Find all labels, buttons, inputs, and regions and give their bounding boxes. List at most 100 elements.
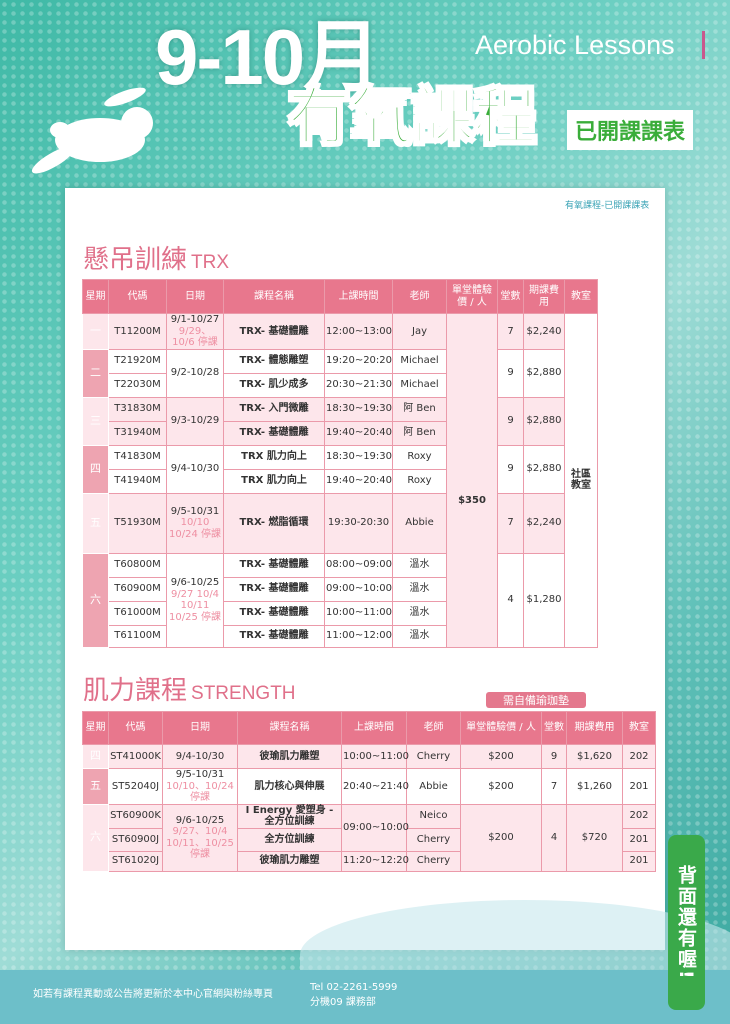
- course-code: ST41000K: [108, 744, 163, 769]
- course-code: T61100M: [108, 624, 167, 648]
- strength-title-en: STRENGTH: [191, 683, 296, 704]
- course-code: T41830M: [108, 444, 167, 470]
- footer-notice: 如若有課程異動或公告將更新於本中心官網與粉絲專頁: [33, 989, 273, 1000]
- course-name: TRX- 基礎體雕: [223, 624, 325, 648]
- table-row: T61100M TRX- 基礎體雕 11:00~12:00 溫水: [83, 624, 598, 648]
- column-header: 上課時間: [324, 279, 393, 314]
- course-name: I Energy 愛塑身 - 全方位訓練: [237, 803, 342, 829]
- course-name: TRX- 肌少成多: [223, 372, 325, 398]
- course-code: ST60900K: [108, 803, 163, 829]
- class-time: 09:00~10:00: [341, 803, 409, 852]
- column-header: 堂數: [541, 711, 567, 745]
- course-code: T22030M: [108, 372, 167, 398]
- strength-title-zh: 肌力課程: [83, 676, 188, 706]
- term-fee: $2,880: [523, 396, 565, 446]
- classroom: 202: [622, 744, 656, 769]
- course-name: TRX- 入門微雕: [223, 396, 325, 422]
- course-name: TRX- 基礎體雕: [223, 576, 325, 602]
- date-cell: 9/4-10/30: [166, 444, 224, 494]
- weekday-cell: 四: [82, 444, 109, 494]
- table-row: T31940M TRX- 基礎體雕 19:40~20:40 阿 Ben: [83, 420, 598, 446]
- course-code: T31940M: [108, 420, 167, 446]
- table-row: ST61020J 彼瑜肌力雕塑 11:20~12:20 Cherry 201: [83, 850, 656, 872]
- session-count: 9: [497, 348, 524, 398]
- date-range: 9/4-10/30: [170, 463, 220, 475]
- teacher: 溫水: [392, 600, 447, 626]
- date-cell: 9/5-10/31 10/10、10/24 停課: [162, 768, 238, 805]
- class-time: 20:40~21:40: [341, 768, 409, 805]
- table-row: T22030M TRX- 肌少成多 20:30~21:30 Michael: [83, 372, 598, 398]
- session-count: 4: [541, 803, 567, 872]
- strength-section-title: 肌力課程 STRENGTH: [83, 678, 296, 704]
- trx-title-en: TRX: [191, 252, 230, 273]
- classroom: 202: [622, 803, 656, 829]
- teacher: 溫水: [392, 576, 447, 602]
- date-cell: 9/2-10/28: [166, 348, 224, 398]
- table-row: ST60900J 全方位訓練 Cherry 201: [83, 827, 656, 852]
- course-code: T61000M: [108, 600, 167, 626]
- trial-price: $350: [446, 313, 498, 648]
- course-code: ST61020J: [108, 850, 163, 872]
- column-header: 期課費用: [523, 279, 565, 314]
- course-code: T11200M: [108, 313, 167, 350]
- footer-contact: Tel 02-2261-5999 分機09 課務部: [310, 981, 397, 1010]
- suspension-note: 9/27 10/4 10/11 10/25 停課: [169, 588, 221, 623]
- column-header: 老師: [406, 711, 461, 745]
- teacher: 阿 Ben: [392, 396, 447, 422]
- date-range: 9/4-10/30: [175, 750, 225, 762]
- column-header: 單堂體驗價 / 人: [460, 711, 542, 745]
- class-time: 10:00~11:00: [341, 744, 409, 769]
- table-row: 二 T21920M 9/2-10/28 TRX- 體態雕塑 19:20~20:20 Mic…: [82, 348, 598, 398]
- course-code: ST52040J: [108, 768, 163, 805]
- course-code: ST60900J: [108, 827, 163, 852]
- telephone: Tel 02-2261-5999: [310, 982, 398, 993]
- english-title: Aerobic Lessons: [475, 30, 675, 60]
- class-time: 19:40~20:40: [324, 420, 393, 446]
- class-time: 19:20~20:20: [324, 348, 393, 374]
- course-name: 彼瑜肌力雕塑: [237, 744, 342, 769]
- classroom: 201: [622, 850, 656, 872]
- column-header: 期課費用: [566, 711, 623, 745]
- table-row: 四 T41830M 9/4-10/30 TRX 肌力向上 18:30~19:30 Roxy…: [82, 444, 598, 494]
- weekday-cell: 一: [82, 313, 109, 350]
- column-header: 上課時間: [341, 711, 407, 745]
- table-row: 三 T31830M 9/3-10/29 TRX- 入門微雕 18:30~19:30 阿 B…: [82, 396, 598, 446]
- month-title: 9-10月: [155, 13, 381, 101]
- session-count: 9: [497, 444, 524, 494]
- course-name: TRX- 基礎體雕: [223, 552, 325, 578]
- course-name: 全方位訓練: [237, 827, 342, 852]
- breadcrumb: 有氧課程-已開課課表: [565, 201, 650, 211]
- rabbit-logo: [31, 87, 153, 174]
- session-count: 7: [497, 313, 524, 350]
- session-count: 4: [497, 552, 524, 648]
- strength-schedule-table: 星期 代碼 日期 課程名稱 上課時間 老師 單堂體驗價 / 人堂數 期課費用 教室四 ST4100…: [82, 711, 656, 872]
- suspension-note: 9/29、10/6 停課: [172, 325, 218, 349]
- class-time: 19:30-20:30: [324, 492, 393, 554]
- term-fee: $2,240: [523, 492, 565, 554]
- trial-price: $200: [460, 768, 542, 805]
- teacher: Abbie: [406, 768, 461, 805]
- date-range: 9/3-10/29: [170, 415, 220, 427]
- column-header: 日期: [162, 711, 238, 745]
- class-time: 18:30~19:30: [324, 396, 393, 422]
- session-count: 9: [497, 396, 524, 446]
- trial-price: $200: [460, 744, 542, 769]
- class-time: 20:30~21:30: [324, 372, 393, 398]
- date-cell: 9/6-10/25 9/27、10/4 10/11、10/25 停課: [162, 803, 238, 872]
- trx-schedule-table: 星期 代碼 日期 課程名稱 上課時間 老師 單堂體驗價 / 人堂數 期課費用 教室一 T11200…: [82, 279, 598, 648]
- course-name: TRX- 基礎體雕: [223, 420, 325, 446]
- date-range: 9/6-10/25: [170, 577, 220, 588]
- column-header: 日期: [166, 279, 224, 314]
- date-cell: 9/4-10/30: [162, 744, 238, 769]
- table-row: 六 ST60900K 9/6-10/25 9/27、10/4 10/11、10/25 …: [82, 803, 656, 872]
- term-fee: $2,880: [523, 348, 565, 398]
- column-header: 老師: [392, 279, 447, 314]
- teacher: Roxy: [392, 468, 447, 494]
- course-code: T51930M: [108, 492, 167, 554]
- date-range: 9/5-10/31: [175, 769, 225, 780]
- main-title: 有氧課程: [287, 80, 537, 153]
- teacher: Michael: [392, 372, 447, 398]
- column-header: 單堂體驗價 / 人: [446, 279, 498, 314]
- suspension-note: 9/27、10/4 10/11、10/25 停課: [166, 826, 234, 860]
- extension: 分機09 課務部: [310, 996, 376, 1008]
